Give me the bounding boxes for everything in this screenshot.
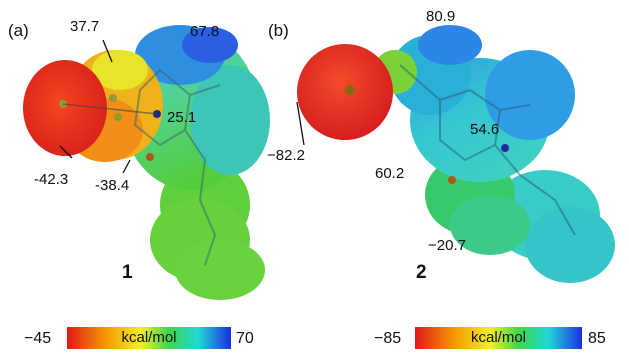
scale-a-unit: kcal/mol (121, 329, 177, 346)
surface-a (23, 25, 270, 300)
esp-value-b-5: −20.7 (428, 237, 466, 254)
panel-b-label: (b) (268, 21, 289, 40)
panel-a-label: (a) (8, 21, 29, 40)
esp-value-b-3: −82.2 (267, 147, 305, 164)
leader-lines (59, 39, 305, 174)
surface-b (297, 25, 615, 283)
compound-label-2: 2 (416, 262, 427, 283)
color-scale-a (67, 327, 231, 349)
scale-b-unit: kcal/mol (470, 329, 526, 346)
scale-a-min: −45 (24, 330, 52, 347)
esp-value-a-2: 67.8 (190, 23, 220, 40)
color-scale-b (415, 327, 582, 349)
esp-value-a-1: 37.7 (70, 18, 100, 35)
compound-label-1: 1 (122, 262, 133, 283)
scale-a-max: 70 (236, 330, 254, 347)
esp-value-a-3: 25.1 (167, 109, 197, 126)
esp-value-a-5: -38.4 (95, 177, 130, 194)
scale-b-min: −85 (374, 330, 402, 347)
esp-value-b-4: 60.2 (375, 165, 405, 182)
esp-value-b-1: 80.9 (426, 8, 456, 25)
esp-value-a-4: -42.3 (34, 171, 69, 188)
esp-value-b-2: 54.6 (470, 121, 500, 138)
scale-b-max: 85 (588, 330, 606, 347)
